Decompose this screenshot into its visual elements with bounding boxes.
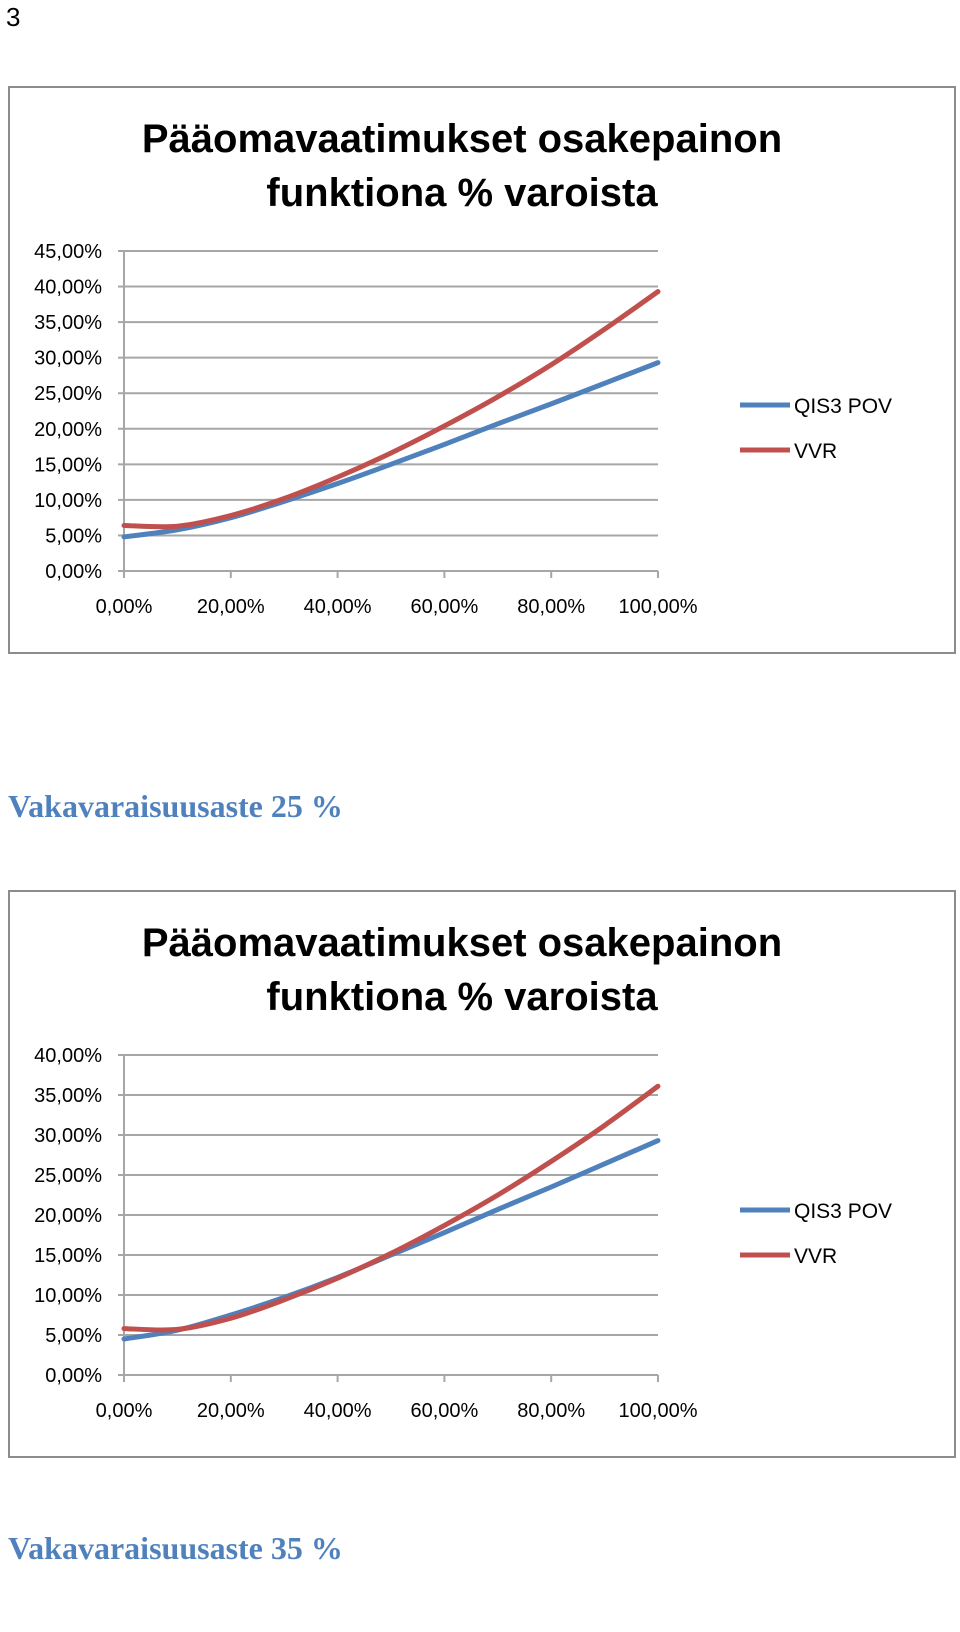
section-heading-2: Vakavaraisuusaste 35 % (8, 1530, 343, 1566)
chart-title-line-1: Pääomavaatimukset osakepainon (142, 117, 782, 161)
legend-label-1: QIS3 POV (794, 1200, 892, 1223)
y-tick-label: 25,00% (34, 383, 102, 405)
x-tick-label: 80,00% (517, 1400, 585, 1422)
x-tick-label: 0,00% (96, 1400, 153, 1422)
x-tick-label: 100,00% (619, 1400, 698, 1422)
series-line-1 (121, 1138, 661, 1342)
y-tick-label: 20,00% (34, 419, 102, 441)
legend-label-2: VVR (794, 440, 837, 463)
y-tick-label: 10,00% (34, 1285, 102, 1307)
chart-title-line-2: funktiona % varoista (266, 171, 658, 215)
y-tick-label: 35,00% (34, 312, 102, 334)
y-tick-label: 5,00% (45, 1325, 102, 1347)
line-chart-1: Pääomavaatimukset osakepainon funktiona %… (34, 117, 892, 618)
x-tick-label: 0,00% (96, 596, 153, 618)
x-tick-label: 80,00% (517, 596, 585, 618)
series-line-1 (121, 360, 661, 540)
line-chart-2: Pääomavaatimukset osakepainon funktiona %… (34, 921, 892, 1422)
y-tick-label: 0,00% (45, 1365, 102, 1387)
y-tick-label: 10,00% (34, 490, 102, 512)
x-tick-label: 60,00% (410, 596, 478, 618)
y-tick-label: 15,00% (34, 454, 102, 476)
x-tick-label: 20,00% (197, 1400, 265, 1422)
x-tick-label: 40,00% (304, 1400, 372, 1422)
chart-container-2: Pääomavaatimukset osakepainon funktiona %… (8, 890, 956, 1458)
chart-title-line-2: funktiona % varoista (266, 975, 658, 1019)
y-tick-label: 40,00% (34, 1045, 102, 1067)
y-tick-label: 35,00% (34, 1085, 102, 1107)
y-tick-label: 0,00% (45, 561, 102, 583)
y-tick-label: 40,00% (34, 277, 102, 299)
y-tick-label: 25,00% (34, 1165, 102, 1187)
chart-container-1: Pääomavaatimukset osakepainon funktiona %… (8, 86, 956, 654)
y-tick-label: 30,00% (34, 348, 102, 370)
y-tick-label: 30,00% (34, 1125, 102, 1147)
legend-label-1: QIS3 POV (794, 395, 892, 418)
x-tick-label: 60,00% (410, 1400, 478, 1422)
y-tick-label: 5,00% (45, 525, 102, 547)
page-number: 3 (6, 2, 21, 32)
chart-title-line-1: Pääomavaatimukset osakepainon (142, 921, 782, 965)
x-tick-label: 100,00% (619, 596, 698, 618)
section-heading-1: Vakavaraisuusaste 25 % (8, 788, 343, 824)
series-line-2 (121, 1083, 661, 1333)
legend-label-2: VVR (794, 1245, 837, 1268)
x-tick-label: 40,00% (304, 596, 372, 618)
y-tick-label: 20,00% (34, 1205, 102, 1227)
x-tick-label: 20,00% (197, 596, 265, 618)
y-tick-label: 15,00% (34, 1245, 102, 1267)
series-line-2 (121, 289, 661, 530)
y-tick-label: 45,00% (34, 241, 102, 263)
